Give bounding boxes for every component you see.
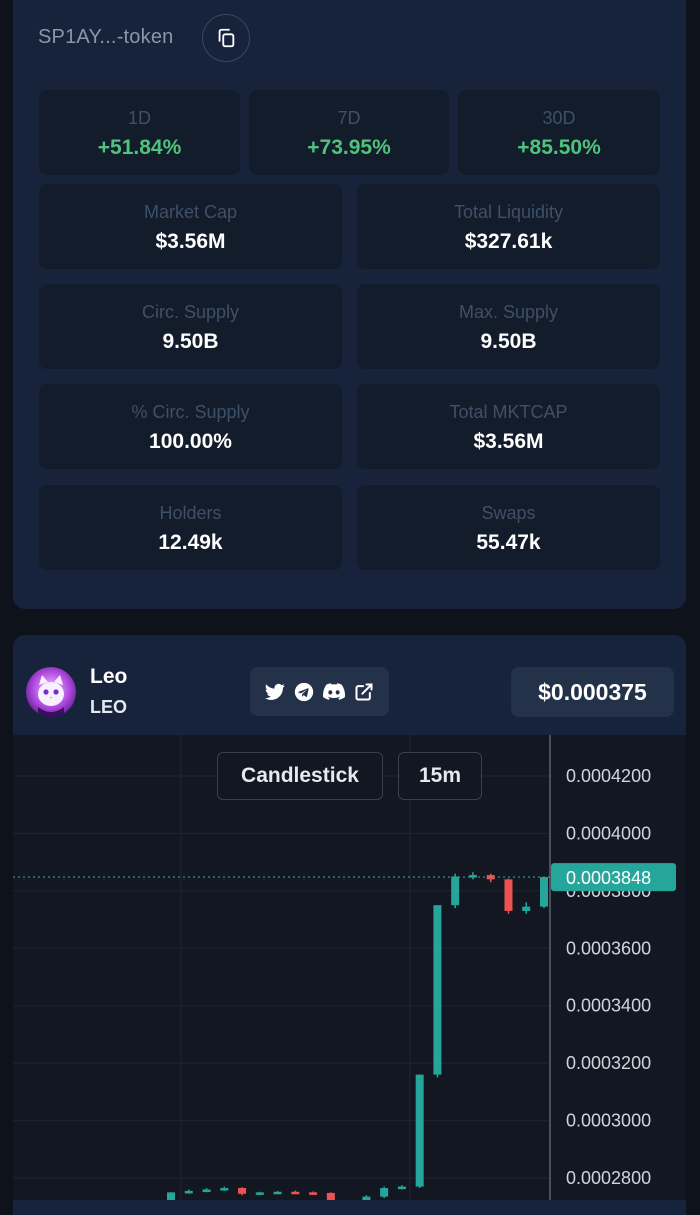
chart-type-button[interactable]: Candlestick [217,752,383,800]
y-tick-label: 0.0003600 [566,938,651,958]
twitter-icon [265,683,285,700]
y-tick-label: 0.0003200 [566,1053,651,1073]
stat-value: 100.00% [149,430,232,453]
y-tick-label: 0.0003400 [566,996,651,1016]
candlestick-chart[interactable]: 0.00042000.00040000.00038000.00036000.00… [13,735,686,1200]
telegram-link[interactable] [294,682,314,702]
change-value: +51.84% [97,136,182,159]
candle-body [220,1188,229,1191]
stat-value: 9.50B [480,330,537,353]
change-card-30d: 30D +85.50% [458,90,660,175]
token-avatar[interactable] [26,667,76,717]
stat-value: 12.49k [158,531,223,554]
change-card-1d: 1D +51.84% [39,90,240,175]
stat-total-liquidity: Total Liquidity $327.61k [357,184,660,269]
stat-market-cap: Market Cap $3.56M [39,184,342,269]
candle-body [273,1191,282,1195]
cat-avatar-icon [26,667,76,717]
stat-label: Swaps [481,503,536,523]
telegram-icon [294,682,314,701]
stat-label: Total Liquidity [453,202,564,222]
candle-body [540,877,548,907]
candle-body [362,1196,371,1200]
stat-value: 55.47k [476,531,541,554]
candle-body [309,1192,318,1195]
stat-value: 9.50B [162,330,219,353]
external-link-icon [355,683,373,700]
candle-body [255,1192,264,1195]
candle-body [167,1192,175,1200]
candle-body [433,905,442,1075]
discord-icon [323,683,345,700]
change-value: +73.95% [307,136,391,159]
stat-label: Circ. Supply [141,302,240,322]
candle-body [184,1190,193,1194]
change-label: 30D [542,108,576,128]
stat-circ-supply-percent: % Circ. Supply 100.00% [39,384,342,469]
copy-address-button[interactable] [202,14,250,62]
current-price-tag [551,863,676,892]
stat-swaps: Swaps 55.47k [357,485,660,570]
y-tick-label: 0.0004200 [566,766,651,786]
candle-body [326,1192,335,1200]
change-value: +85.50% [517,136,601,159]
candle-body [451,876,460,906]
token-symbol: LEO [90,697,128,717]
candle-body [380,1188,389,1197]
candle-body [504,879,513,911]
change-label: 7D [337,108,361,128]
social-links [250,667,389,716]
token-name: Leo [90,665,128,688]
change-card-7d: 7D +73.95% [249,90,449,175]
stat-label: Market Cap [143,202,238,222]
candle-body [468,875,477,878]
stat-circ-supply: Circ. Supply 9.50B [39,284,342,369]
token-price: $0.000375 [511,667,674,717]
candle-body [522,906,531,911]
chart-interval-button[interactable]: 15m [398,752,482,800]
twitter-link[interactable] [265,683,285,701]
y-tick-label: 0.0003000 [566,1111,651,1131]
stat-label: Max. Supply [458,302,559,322]
candle-body [415,1074,424,1187]
stat-value: $327.61k [464,230,553,253]
candle-body [486,875,495,880]
price-chart[interactable]: 0.00042000.00040000.00038000.00036000.00… [13,735,686,1200]
candle-body [291,1191,300,1195]
stat-holders: Holders 12.49k [39,485,342,570]
stat-label: % Circ. Supply [131,402,250,422]
y-tick-label: 0.0002800 [566,1168,651,1188]
stat-value: $3.56M [473,430,544,453]
stat-total-mktcap: Total MKTCAP $3.56M [357,384,660,469]
stat-value: $3.56M [155,230,226,253]
change-label: 1D [127,108,151,128]
stat-label: Holders [159,503,222,523]
copy-icon [218,28,235,48]
candle-body [397,1186,406,1190]
discord-link[interactable] [323,683,345,700]
website-link[interactable] [354,682,374,702]
candle-body [202,1189,211,1192]
candle-body [238,1188,247,1194]
current-price-label: 0.0003848 [566,868,651,888]
contract-address: SP1AY...-token [38,26,174,48]
stat-max-supply: Max. Supply 9.50B [357,284,660,369]
stat-label: Total MKTCAP [449,402,568,422]
y-tick-label: 0.0004000 [566,823,651,843]
